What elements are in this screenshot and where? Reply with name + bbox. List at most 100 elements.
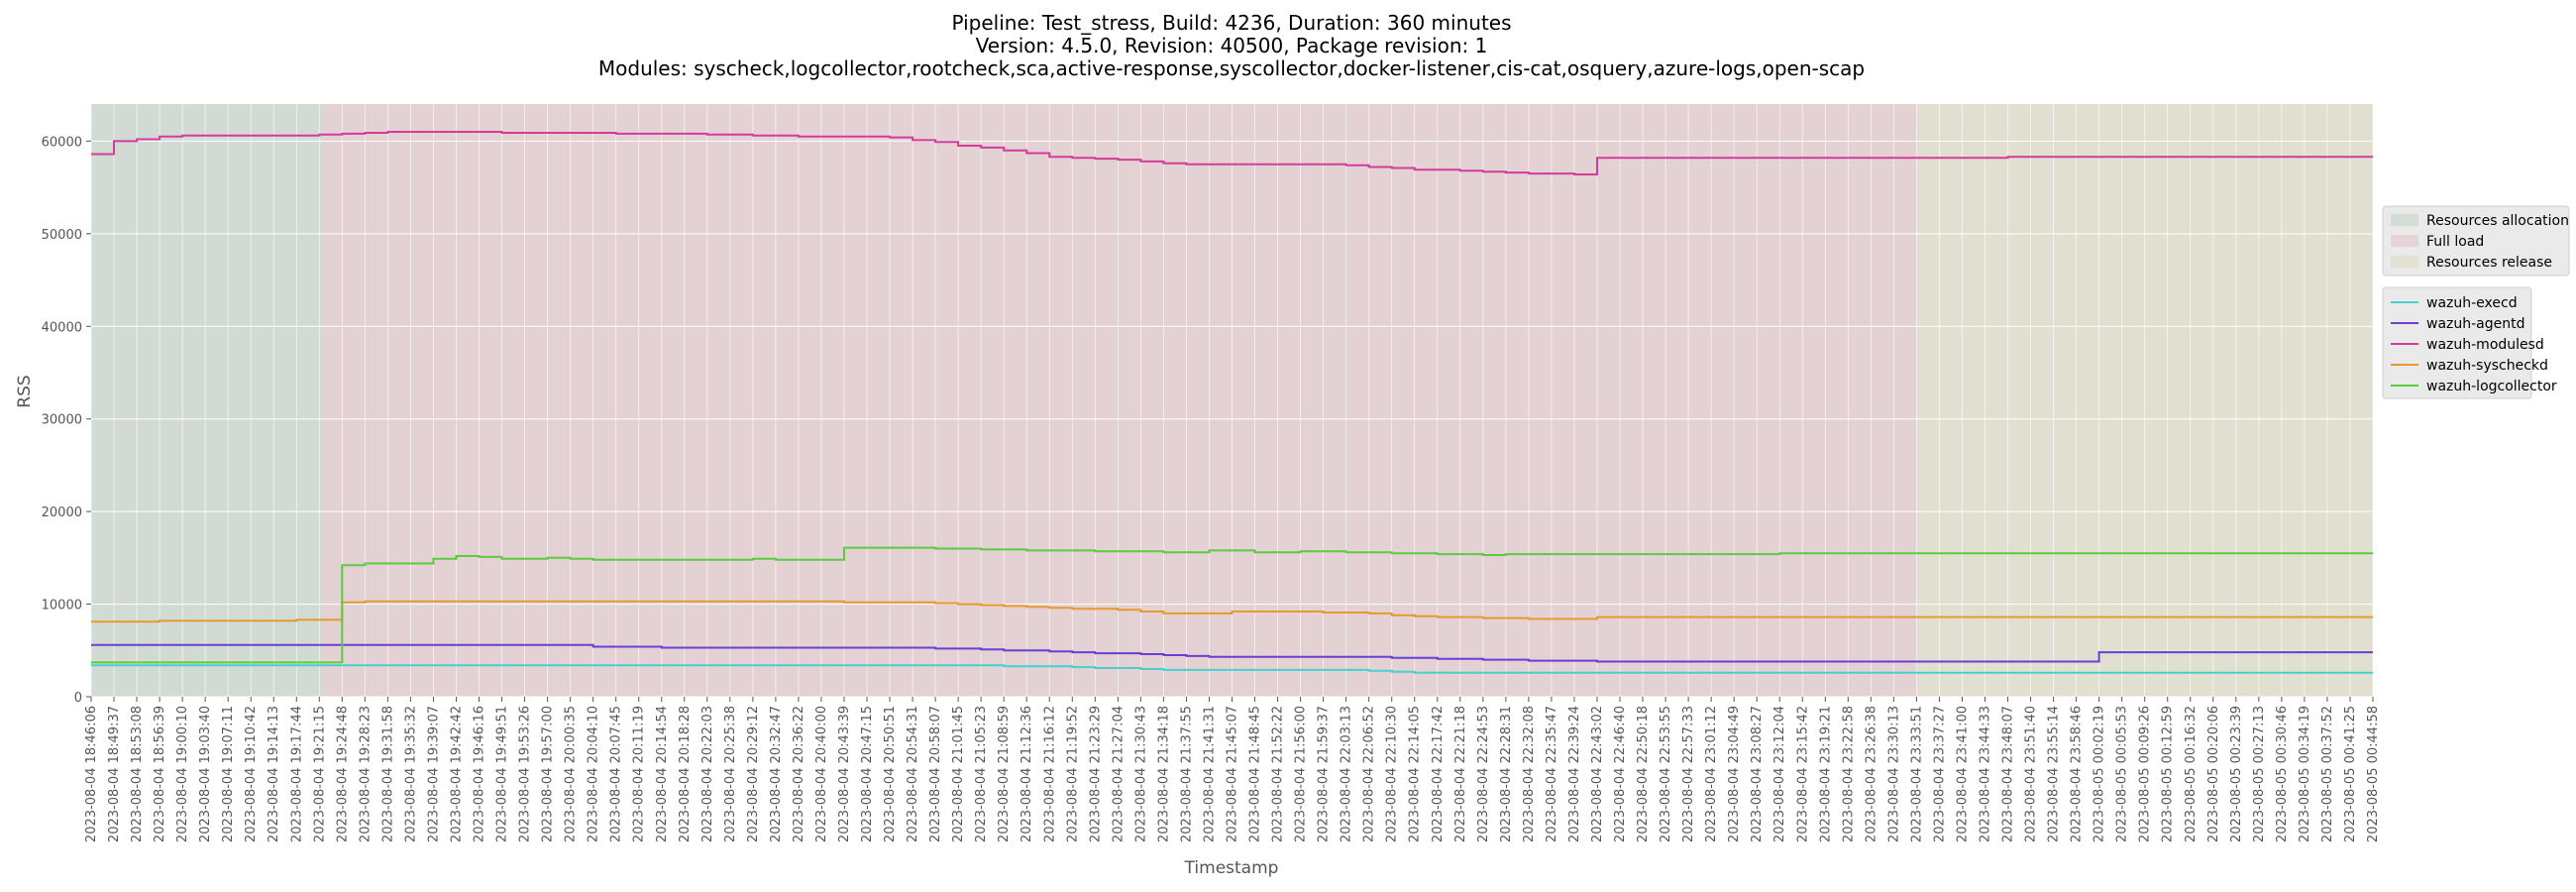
x-tick-label-1: 2023-08-04 18:49:37 [107, 706, 122, 842]
x-tick-label-5: 2023-08-04 19:03:40 [198, 706, 213, 842]
y-axis-ticks: 0 10000 20000 30000 40000 50000 60000 [42, 135, 91, 706]
x-tick-label-73: 2023-08-04 23:08:27 [1750, 706, 1765, 842]
x-tick-label-9: 2023-08-04 19:17:44 [289, 706, 304, 842]
x-tick-label-6: 2023-08-04 19:07:11 [221, 706, 236, 842]
x-tick-label-17: 2023-08-04 19:46:16 [473, 706, 487, 842]
legend-series-label-3: wazuh-syscheckd [2426, 358, 2548, 374]
x-tick-label-45: 2023-08-04 21:27:04 [1111, 706, 1126, 842]
legend-series-box [2382, 286, 2532, 399]
x-tick-label-86: 2023-08-04 23:55:14 [2047, 706, 2062, 842]
grid-lines [90, 104, 2374, 698]
x-tick-label-22: 2023-08-04 20:04:10 [587, 706, 601, 842]
x-tick-label-82: 2023-08-04 23:41:00 [1956, 706, 1971, 842]
x-tick-label-40: 2023-08-04 21:08:59 [997, 706, 1012, 842]
x-tick-label-27: 2023-08-04 20:22:03 [700, 706, 715, 842]
x-tick-label-51: 2023-08-04 21:48:45 [1248, 706, 1263, 842]
x-tick-label-11: 2023-08-04 19:24:48 [335, 706, 350, 842]
x-tick-label-8: 2023-08-04 19:14:13 [267, 706, 281, 842]
series-line-wazuh-execd [91, 664, 2373, 674]
x-tick-label-42: 2023-08-04 21:16:12 [1042, 706, 1057, 842]
x-tick-label-66: 2023-08-04 22:43:02 [1590, 706, 1605, 842]
x-tick-label-62: 2023-08-04 22:28:31 [1499, 706, 1514, 842]
x-tick-label-81: 2023-08-04 23:37:27 [1932, 706, 1947, 842]
x-tick-label-80: 2023-08-04 23:33:51 [1909, 706, 1924, 842]
x-tick-label-33: 2023-08-04 20:43:39 [837, 706, 852, 842]
legend-phases: Resources allocation Full load Resources r… [2382, 205, 2570, 277]
series-line-wazuh-syscheckd [91, 600, 2373, 623]
x-tick-label-46: 2023-08-04 21:30:43 [1133, 706, 1148, 842]
x-tick-label-34: 2023-08-04 20:47:15 [860, 706, 875, 842]
legend-phase-label-1: Full load [2426, 234, 2484, 250]
x-axis-ticks: 2023-08-04 18:46:06 2023-08-04 18:49:37 20… [84, 697, 2381, 842]
legend-phases-box [2382, 205, 2570, 277]
y-tick-label-0: 0 [74, 691, 82, 706]
x-tick-label-28: 2023-08-04 20:25:38 [723, 706, 738, 842]
x-tick-label-16: 2023-08-04 19:42:42 [450, 706, 465, 842]
x-tick-label-99: 2023-08-05 00:41:25 [2343, 706, 2358, 842]
x-tick-label-29: 2023-08-04 20:29:12 [746, 706, 761, 842]
x-tick-label-49: 2023-08-04 21:41:31 [1203, 706, 1218, 842]
x-tick-label-64: 2023-08-04 22:35:47 [1545, 706, 1559, 842]
x-tick-label-48: 2023-08-04 21:37:55 [1179, 706, 1194, 842]
x-tick-label-74: 2023-08-04 23:12:04 [1772, 706, 1787, 842]
x-tick-label-44: 2023-08-04 21:23:29 [1088, 706, 1103, 842]
phase-band-1 [322, 104, 1917, 697]
x-tick-label-96: 2023-08-05 00:30:46 [2275, 706, 2290, 842]
legend-phase-swatch-1 [2391, 235, 2418, 247]
x-tick-label-25: 2023-08-04 20:14:54 [655, 706, 670, 842]
x-tick-label-97: 2023-08-05 00:34:19 [2298, 706, 2312, 842]
x-tick-label-18: 2023-08-04 19:49:51 [495, 706, 510, 842]
x-tick-label-65: 2023-08-04 22:39:24 [1567, 706, 1582, 842]
legend-series-label-0: wazuh-execd [2426, 295, 2518, 311]
x-tick-label-36: 2023-08-04 20:54:31 [906, 706, 920, 842]
x-tick-label-76: 2023-08-04 23:19:21 [1818, 706, 1833, 842]
x-tick-label-100: 2023-08-05 00:44:58 [2366, 706, 2381, 842]
x-tick-label-87: 2023-08-04 23:58:46 [2070, 706, 2085, 842]
x-tick-label-15: 2023-08-04 19:39:07 [426, 706, 441, 842]
legend-series-label-2: wazuh-modulesd [2426, 337, 2544, 353]
x-tick-label-55: 2023-08-04 22:03:13 [1340, 706, 1354, 842]
x-tick-label-39: 2023-08-04 21:05:23 [974, 706, 989, 842]
x-tick-label-93: 2023-08-05 00:20:06 [2206, 706, 2221, 842]
x-tick-label-13: 2023-08-04 19:31:58 [380, 706, 395, 842]
x-tick-label-35: 2023-08-04 20:50:51 [883, 706, 898, 842]
x-tick-label-30: 2023-08-04 20:32:47 [769, 706, 784, 842]
x-tick-label-47: 2023-08-04 21:34:18 [1156, 706, 1171, 842]
x-tick-label-26: 2023-08-04 20:18:28 [678, 706, 693, 842]
x-tick-label-94: 2023-08-05 00:23:39 [2229, 706, 2244, 842]
x-tick-label-88: 2023-08-05 00:02:19 [2093, 706, 2107, 842]
x-tick-label-20: 2023-08-04 19:57:00 [541, 706, 556, 842]
x-tick-label-69: 2023-08-04 22:53:55 [1659, 706, 1673, 842]
legend-series-label-1: wazuh-agentd [2426, 316, 2525, 332]
x-tick-label-83: 2023-08-04 23:44:33 [1979, 706, 1993, 842]
series-line-wazuh-modulesd [91, 131, 2373, 175]
x-tick-label-10: 2023-08-04 19:21:15 [312, 706, 327, 842]
x-tick-label-4: 2023-08-04 19:00:10 [175, 706, 190, 842]
x-tick-label-50: 2023-08-04 21:45:07 [1226, 706, 1240, 842]
x-tick-label-32: 2023-08-04 20:40:00 [814, 706, 829, 842]
x-tick-label-78: 2023-08-04 23:26:38 [1864, 706, 1878, 842]
x-tick-label-23: 2023-08-04 20:07:45 [609, 706, 624, 842]
x-tick-label-57: 2023-08-04 22:10:30 [1385, 706, 1400, 842]
series-lines [91, 131, 2373, 674]
legend-series: wazuh-execd wazuh-agentd wazuh-modulesd waz… [2382, 286, 2557, 399]
x-tick-label-70: 2023-08-04 22:57:33 [1681, 706, 1696, 842]
x-tick-label-43: 2023-08-04 21:19:52 [1065, 706, 1080, 842]
phase-band-0 [91, 104, 323, 697]
x-tick-label-75: 2023-08-04 23:15:42 [1795, 706, 1810, 842]
x-tick-label-14: 2023-08-04 19:35:32 [403, 706, 418, 842]
x-tick-label-98: 2023-08-05 00:37:52 [2320, 706, 2335, 842]
legend-series-label-4: wazuh-logcollector [2426, 379, 2557, 394]
x-tick-label-53: 2023-08-04 21:56:00 [1294, 706, 1309, 842]
chart-title-line-1: Pipeline: Test_stress, Build: 4236, Dura… [951, 11, 1511, 35]
x-tick-label-56: 2023-08-04 22:06:52 [1362, 706, 1377, 842]
x-tick-label-68: 2023-08-04 22:50:18 [1636, 706, 1651, 842]
x-tick-label-92: 2023-08-05 00:16:32 [2184, 706, 2199, 842]
x-tick-label-72: 2023-08-04 23:04:49 [1727, 706, 1742, 842]
x-tick-label-61: 2023-08-04 22:24:53 [1476, 706, 1491, 842]
legend-phase-swatch-2 [2391, 256, 2418, 268]
y-tick-label-1: 10000 [42, 599, 82, 613]
series-line-wazuh-agentd [91, 643, 2373, 663]
x-tick-label-67: 2023-08-04 22:46:40 [1613, 706, 1628, 842]
x-tick-label-71: 2023-08-04 23:01:12 [1704, 706, 1719, 842]
